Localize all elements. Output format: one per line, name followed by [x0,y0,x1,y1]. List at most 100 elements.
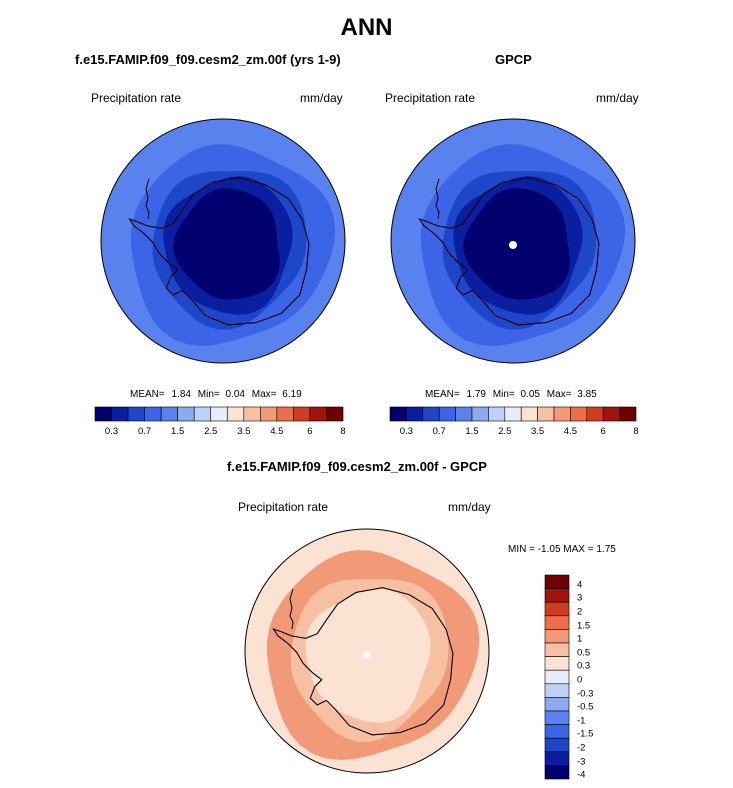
colorbar-tick-label: 8 [633,426,639,437]
colorbar-swatch [243,406,261,422]
colorbar-tick-label: 1.5 [171,426,185,437]
colorbar-swatch [160,406,178,422]
colorbar-swatch [177,406,195,422]
colorbar-tick-label: 6 [600,426,606,437]
obs-panel-title: GPCP [495,52,532,67]
colorbar-tick-label: -4 [577,769,586,781]
diff-map [244,528,490,774]
colorbar-swatch [544,724,570,739]
colorbar-swatch [544,656,570,671]
colorbar-swatch [544,710,570,725]
model-colorbar [94,406,344,422]
colorbar-swatch [226,406,245,422]
colorbar-swatch [544,765,570,780]
obs-min-value: 0.05 [520,389,540,400]
colorbar-swatch [544,601,570,617]
colorbar-tick-label: 4.5 [270,426,284,437]
colorbar-swatch [488,406,506,422]
obs-mean-value: 1.79 [466,389,486,400]
colorbar-tick-label: 2.5 [498,426,512,437]
colorbar-tick-label: 0.3 [577,660,591,672]
colorbar-swatch [127,406,145,422]
pole-marker [363,651,371,659]
colorbar-tick-label: 2 [577,606,583,618]
obs-max-label: Max= [546,389,572,400]
colorbar-swatch [389,406,407,422]
obs-map [390,118,636,364]
obs-units-label: mm/day [596,91,639,105]
colorbar-swatch [309,406,327,422]
colorbar-swatch [193,406,212,422]
colorbar-swatch [586,406,604,422]
obs-mean-label: MEAN= [425,389,460,400]
model-units-label: mm/day [300,91,343,105]
colorbar-swatch [544,737,570,753]
colorbar-swatch [544,751,570,766]
model-map [100,118,346,364]
colorbar-tick-label: 1 [577,633,583,645]
colorbar-tick-label: 6 [307,426,313,437]
model-mean-value: 1.84 [171,389,191,400]
model-panel-title: f.e15.FAMIP.f09_f09.cesm2_zm.00f (yrs 1-… [75,52,341,67]
model-mean-label: MEAN= [130,389,165,400]
colorbar-tick-label: 0.3 [104,426,119,437]
colorbar-swatch [438,406,456,422]
colorbar-swatch [544,629,570,644]
diff-units-label: mm/day [448,500,491,514]
colorbar-tick-label: -3 [577,756,586,768]
obs-variable-label: Precipitation rate [385,91,476,105]
colorbar-tick-label: 1.5 [577,620,591,632]
colorbar-swatch [210,406,228,422]
colorbar-tick-label: -0.3 [577,688,594,700]
colorbar-swatch [471,406,489,422]
main-title: ANN [340,14,393,41]
colorbar-swatch [406,406,424,422]
colorbar-swatch [544,683,570,698]
colorbar-tick-label: -0.5 [577,701,594,713]
colorbar-swatch [326,406,344,422]
colorbar-swatch [537,406,555,422]
colorbar-tick-label: 3.5 [237,426,251,437]
obs-max-value: 3.85 [577,389,597,400]
colorbar-tick-label: 0.7 [137,426,152,437]
colorbar-swatch [520,406,538,422]
colorbar-tick-label: 1.5 [465,426,479,437]
obs-colorbar [389,406,637,422]
colorbar-swatch [570,406,588,422]
colorbar-tick-label: 0.3 [399,426,413,437]
colorbar-swatch [504,406,522,422]
map-border [390,118,636,364]
colorbar-swatch [293,406,311,422]
model-stats: MEAN= 1.84 Min= 0.04 Max= 6.19 [130,389,302,400]
model-min-label: Min= [197,389,220,400]
colorbar-tick-label: 0.7 [432,426,446,437]
colorbar-swatch [94,406,112,422]
colorbar-tick-label: 3.5 [530,426,545,437]
diff-minmax: MIN = -1.05 MAX = 1.75 [508,544,616,555]
coastline [418,177,600,326]
colorbar-swatch [422,406,440,422]
colorbar-tick-label: 2.5 [204,426,218,437]
coastline [272,587,454,736]
diff-variable-label: Precipitation rate [238,500,329,514]
colorbar-tick-label: -2 [577,742,586,754]
colorbar-swatch [111,406,129,422]
colorbar-swatch [544,697,570,712]
colorbar-swatch [544,642,570,657]
pole-marker [509,241,517,249]
colorbar-swatch [455,406,473,422]
colorbar-swatch [553,406,571,422]
colorbar-tick-label: -1 [577,715,586,727]
obs-stats: MEAN= 1.79 Min= 0.05 Max= 3.85 [425,389,597,400]
model-max-value: 6.19 [282,389,302,400]
colorbar-swatch [276,406,294,422]
south-america-tip [435,178,440,220]
colorbar-tick-label: 4.5 [563,426,577,437]
model-max-label: Max= [251,389,277,400]
diff-panel-title: f.e15.FAMIP.f09_f09.cesm2_zm.00f - GPCP [227,459,487,474]
map-border [100,118,346,364]
model-variable-label: Precipitation rate [91,91,182,105]
colorbar-swatch [544,574,570,589]
colorbar-swatch [544,588,570,603]
diff-colorbar [544,574,570,780]
